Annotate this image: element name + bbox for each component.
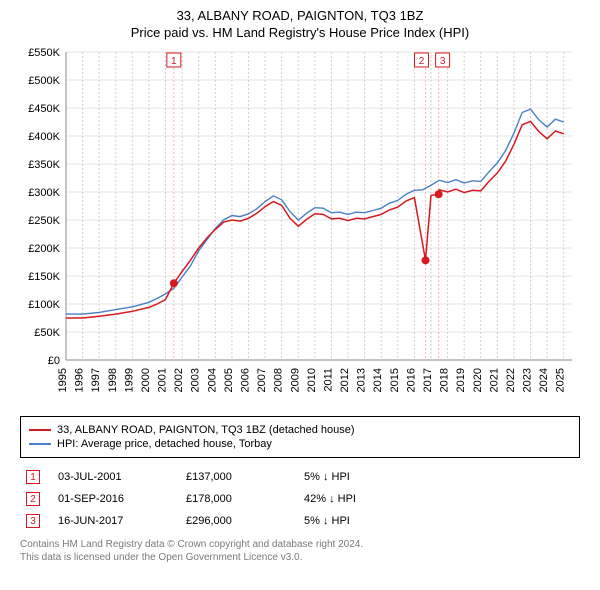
svg-text:1999: 1999	[123, 368, 135, 392]
footer-line-1: Contains HM Land Registry data © Crown c…	[20, 538, 580, 551]
event-date: 16-JUN-2017	[58, 515, 168, 527]
svg-text:1996: 1996	[74, 368, 86, 392]
svg-text:2: 2	[419, 56, 425, 67]
legend-label: HPI: Average price, detached house, Torb…	[57, 438, 272, 450]
legend-label: 33, ALBANY ROAD, PAIGNTON, TQ3 1BZ (deta…	[57, 424, 355, 436]
svg-text:3: 3	[440, 56, 446, 67]
event-row: 2 01-SEP-2016 £178,000 42% ↓ HPI	[20, 488, 580, 510]
event-row: 1 03-JUL-2001 £137,000 5% ↓ HPI	[20, 466, 580, 488]
svg-text:2013: 2013	[356, 368, 368, 392]
svg-text:2024: 2024	[538, 368, 550, 392]
svg-text:£400K: £400K	[28, 131, 60, 143]
chart-title: 33, ALBANY ROAD, PAIGNTON, TQ3 1BZ	[10, 8, 590, 23]
svg-text:£150K: £150K	[28, 271, 60, 283]
event-marker: 3	[26, 514, 40, 528]
svg-text:1997: 1997	[90, 368, 102, 392]
event-row: 3 16-JUN-2017 £296,000 5% ↓ HPI	[20, 510, 580, 532]
svg-text:2011: 2011	[322, 368, 334, 392]
legend-item: HPI: Average price, detached house, Torb…	[29, 437, 571, 451]
svg-text:2025: 2025	[555, 368, 567, 392]
svg-text:2002: 2002	[173, 368, 185, 392]
svg-text:2023: 2023	[522, 368, 534, 392]
svg-text:2017: 2017	[422, 368, 434, 392]
event-pct: 5% ↓ HPI	[304, 515, 424, 527]
svg-text:£450K: £450K	[28, 103, 60, 115]
svg-text:2015: 2015	[389, 368, 401, 392]
svg-text:2007: 2007	[256, 368, 268, 392]
svg-text:2006: 2006	[239, 368, 251, 392]
event-pct: 5% ↓ HPI	[304, 471, 424, 483]
svg-text:1: 1	[171, 56, 177, 67]
svg-text:2003: 2003	[190, 368, 202, 392]
svg-text:£200K: £200K	[28, 243, 60, 255]
svg-text:2018: 2018	[439, 368, 451, 392]
svg-text:2021: 2021	[488, 368, 500, 392]
svg-text:1998: 1998	[107, 368, 119, 392]
svg-text:2000: 2000	[140, 368, 152, 392]
event-date: 03-JUL-2001	[58, 471, 168, 483]
legend-swatch	[29, 429, 51, 431]
legend-item: 33, ALBANY ROAD, PAIGNTON, TQ3 1BZ (deta…	[29, 423, 571, 437]
chart-subtitle: Price paid vs. HM Land Registry's House …	[10, 25, 590, 40]
event-price: £137,000	[186, 471, 286, 483]
svg-text:£550K: £550K	[28, 47, 60, 59]
svg-text:2022: 2022	[505, 368, 517, 392]
legend-swatch	[29, 443, 51, 445]
svg-text:£0: £0	[48, 355, 60, 367]
footer-line-2: This data is licensed under the Open Gov…	[20, 551, 580, 564]
chart: £0 £50K £100K £150K £200K £250K £300K £350K £400…	[20, 46, 580, 406]
event-pct: 42% ↓ HPI	[304, 493, 424, 505]
event-date: 01-SEP-2016	[58, 493, 168, 505]
legend: 33, ALBANY ROAD, PAIGNTON, TQ3 1BZ (deta…	[20, 416, 580, 458]
event-price: £178,000	[186, 493, 286, 505]
event-marker: 1	[26, 470, 40, 484]
svg-text:2001: 2001	[157, 368, 169, 392]
svg-text:£100K: £100K	[28, 299, 60, 311]
svg-text:2008: 2008	[273, 368, 285, 392]
svg-text:2012: 2012	[339, 368, 351, 392]
svg-text:2019: 2019	[455, 368, 467, 392]
svg-text:2014: 2014	[372, 368, 384, 392]
event-table: 1 03-JUL-2001 £137,000 5% ↓ HPI 2 01-SEP-2016…	[20, 466, 580, 532]
svg-text:2009: 2009	[289, 368, 301, 392]
svg-text:2004: 2004	[206, 368, 218, 392]
chart-svg: £0 £50K £100K £150K £200K £250K £300K £350K £400…	[20, 46, 580, 406]
svg-text:1995: 1995	[57, 368, 69, 392]
svg-text:2016: 2016	[405, 368, 417, 392]
svg-text:2005: 2005	[223, 368, 235, 392]
svg-text:2010: 2010	[306, 368, 318, 392]
svg-text:£300K: £300K	[28, 187, 60, 199]
chart-container: 33, ALBANY ROAD, PAIGNTON, TQ3 1BZ Price…	[0, 0, 600, 590]
svg-text:£350K: £350K	[28, 159, 60, 171]
svg-text:2020: 2020	[472, 368, 484, 392]
event-marker: 2	[26, 492, 40, 506]
svg-text:£250K: £250K	[28, 215, 60, 227]
footer: Contains HM Land Registry data © Crown c…	[20, 538, 580, 564]
event-price: £296,000	[186, 515, 286, 527]
svg-text:£50K: £50K	[34, 327, 60, 339]
svg-text:£500K: £500K	[28, 75, 60, 87]
